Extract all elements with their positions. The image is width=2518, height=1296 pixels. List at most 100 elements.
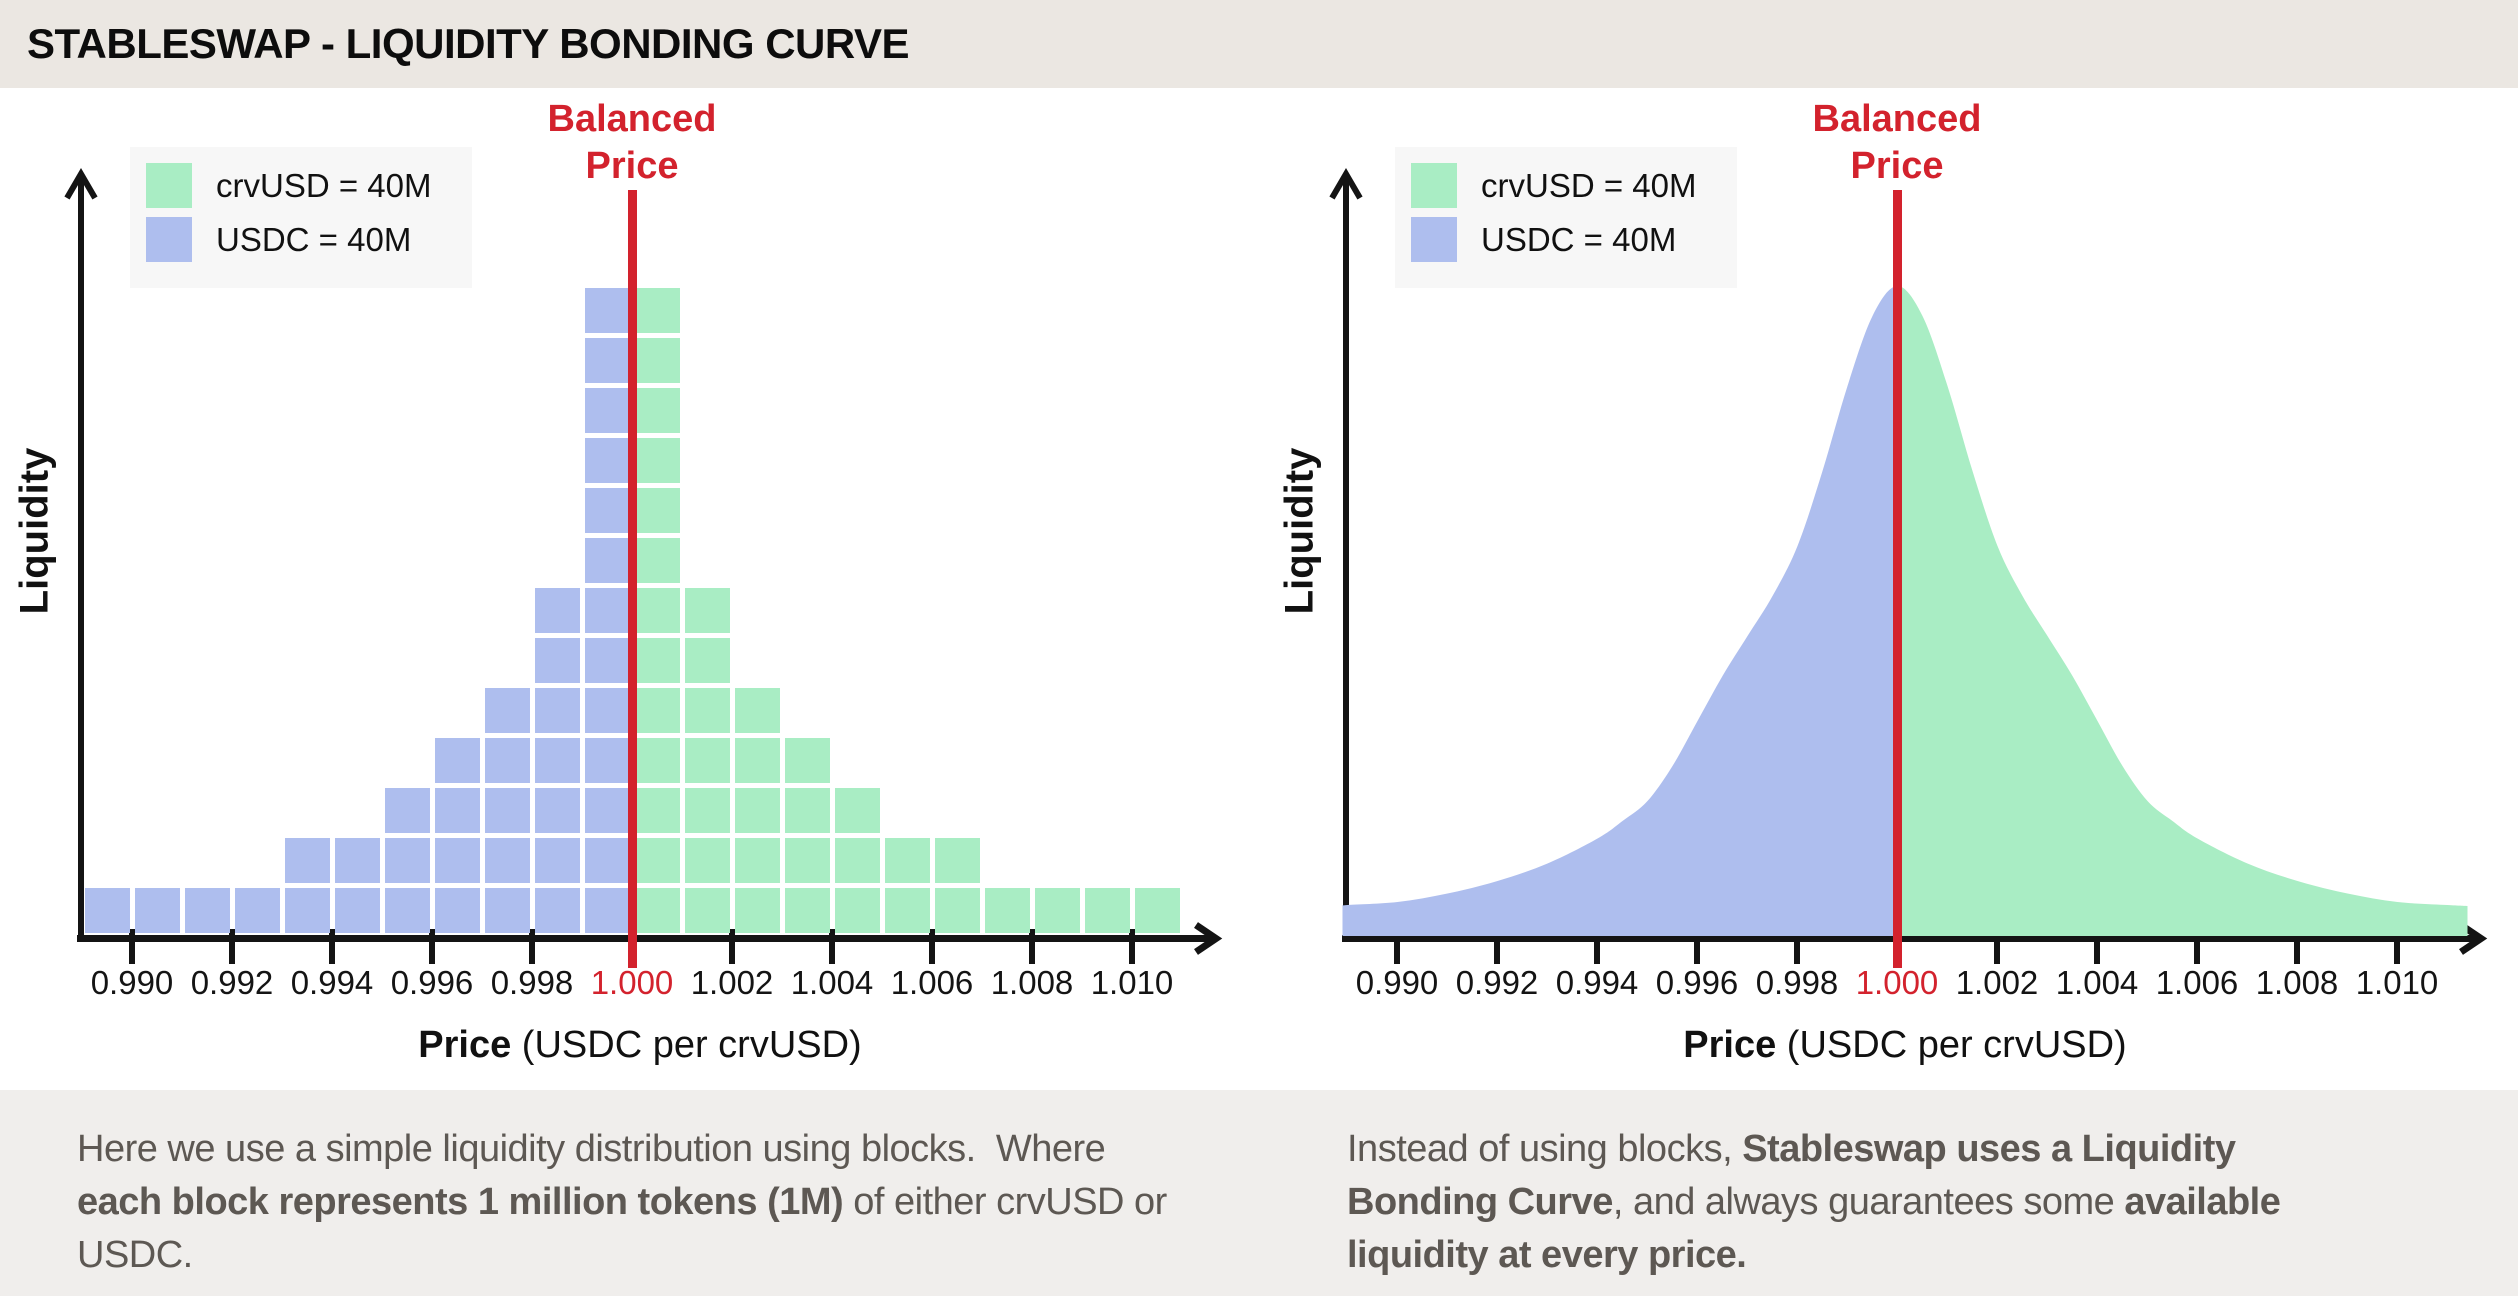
balanced-price-line1: Balanced <box>547 98 717 140</box>
liquidity-block <box>785 838 830 883</box>
liquidity-block <box>635 888 680 933</box>
liquidity-block <box>735 838 780 883</box>
liquidity-block <box>635 288 680 333</box>
liquidity-block <box>685 788 730 833</box>
liquidity-block <box>585 588 630 633</box>
x-axis-arrow-icon <box>2459 922 2488 955</box>
legend: crvUSD = 40M USDC = 40M <box>1395 147 1737 288</box>
liquidity-block <box>285 888 330 933</box>
liquidity-block <box>935 838 980 883</box>
liquidity-block <box>435 838 480 883</box>
caption-band: Here we use a simple liquidity distribut… <box>0 1090 2518 1296</box>
liquidity-block <box>585 338 630 383</box>
liquidity-block <box>635 338 680 383</box>
liquidity-block <box>835 788 880 833</box>
crvusd-swatch-icon <box>146 163 192 208</box>
liquidity-block <box>635 638 680 683</box>
axes <box>64 168 1223 964</box>
liquidity-block <box>235 888 280 933</box>
liquidity-block <box>635 738 680 783</box>
caption-line: Here we use a simple liquidity distribut… <box>77 1128 1106 1170</box>
liquidity-block <box>135 888 180 933</box>
liquidity-block <box>585 288 630 333</box>
liquidity-block <box>685 638 730 683</box>
usdc-curve-area <box>1341 286 1898 936</box>
liquidity-block <box>685 738 730 783</box>
x-axis-label-rest: (USDC per crvUSD) <box>511 1024 862 1066</box>
usdc-swatch-icon <box>146 217 192 262</box>
liquidity-block <box>435 788 480 833</box>
liquidity-block <box>535 838 580 883</box>
y-axis-label: Liquidity <box>1277 447 1322 615</box>
legend-label: crvUSD = 40M <box>216 166 432 204</box>
liquidity-block <box>535 888 580 933</box>
blocks-chart-panel: Liquidity Balanced Price crvUSD = 40M USD… <box>0 88 1259 1100</box>
caption-line: each block represents 1 million tokens (… <box>77 1181 1167 1223</box>
liquidity-block <box>585 538 630 583</box>
balanced-price-label: Balanced Price <box>1813 96 1982 190</box>
liquidity-block <box>485 838 530 883</box>
liquidity-block <box>635 788 680 833</box>
liquidity-block <box>635 538 680 583</box>
x-axis-label-bold: Price <box>418 1024 512 1066</box>
legend-label: USDC = 40M <box>216 220 412 258</box>
liquidity-block <box>635 488 680 533</box>
crvusd-swatch-icon <box>1411 163 1457 208</box>
usdc-swatch-icon <box>1411 217 1457 262</box>
y-axis-arrow-icon <box>64 168 98 200</box>
balanced-price-line <box>1893 190 1902 968</box>
liquidity-block <box>635 388 680 433</box>
liquidity-block <box>535 588 580 633</box>
title-bar: STABLESWAP - LIQUIDITY BONDING CURVE <box>0 0 2518 88</box>
liquidity-block <box>1135 888 1180 933</box>
liquidity-block <box>585 738 630 783</box>
liquidity-block <box>585 388 630 433</box>
caption-line: Instead of using blocks, Stableswap uses… <box>1347 1128 2236 1170</box>
liquidity-block <box>385 788 430 833</box>
liquidity-block <box>535 788 580 833</box>
y-axis-arrow-icon <box>1329 168 1363 200</box>
usdc-blocks <box>85 288 630 933</box>
liquidity-block <box>585 788 630 833</box>
liquidity-block <box>485 788 530 833</box>
liquidity-block <box>935 888 980 933</box>
caption-curve: Instead of using blocks, Stableswap uses… <box>1347 1123 2281 1282</box>
liquidity-block <box>335 888 380 933</box>
liquidity-block <box>535 738 580 783</box>
liquidity-block <box>635 838 680 883</box>
liquidity-block <box>785 888 830 933</box>
liquidity-block <box>785 738 830 783</box>
liquidity-block <box>435 738 480 783</box>
liquidity-block <box>885 838 930 883</box>
curve-chart-svg <box>1329 168 2488 968</box>
x-tick-marks <box>129 929 1135 964</box>
liquidity-block <box>835 838 880 883</box>
legend-label: USDC = 40M <box>1481 220 1677 258</box>
liquidity-block <box>635 688 680 733</box>
balanced-price-label: Balanced Price <box>548 96 717 190</box>
liquidity-block <box>585 888 630 933</box>
liquidity-block <box>885 888 930 933</box>
legend-item-crvusd: crvUSD = 40M <box>146 163 472 208</box>
liquidity-block <box>585 488 630 533</box>
legend-item-usdc: USDC = 40M <box>146 217 472 262</box>
liquidity-block <box>735 738 780 783</box>
liquidity-block <box>735 888 780 933</box>
liquidity-block <box>735 788 780 833</box>
liquidity-block <box>785 788 830 833</box>
legend-label: crvUSD = 40M <box>1481 166 1697 204</box>
liquidity-block <box>485 738 530 783</box>
liquidity-block <box>85 888 130 933</box>
y-axis-label: Liquidity <box>12 447 57 615</box>
liquidity-block <box>635 588 680 633</box>
liquidity-block <box>635 438 680 483</box>
liquidity-block <box>385 838 430 883</box>
balanced-price-line <box>628 190 637 968</box>
liquidity-block <box>685 838 730 883</box>
liquidity-block <box>985 888 1030 933</box>
liquidity-block <box>485 888 530 933</box>
liquidity-block <box>435 888 480 933</box>
balanced-price-line2: Price <box>585 145 679 187</box>
x-axis-label: Price (USDC per crvUSD) <box>1683 1024 2126 1067</box>
